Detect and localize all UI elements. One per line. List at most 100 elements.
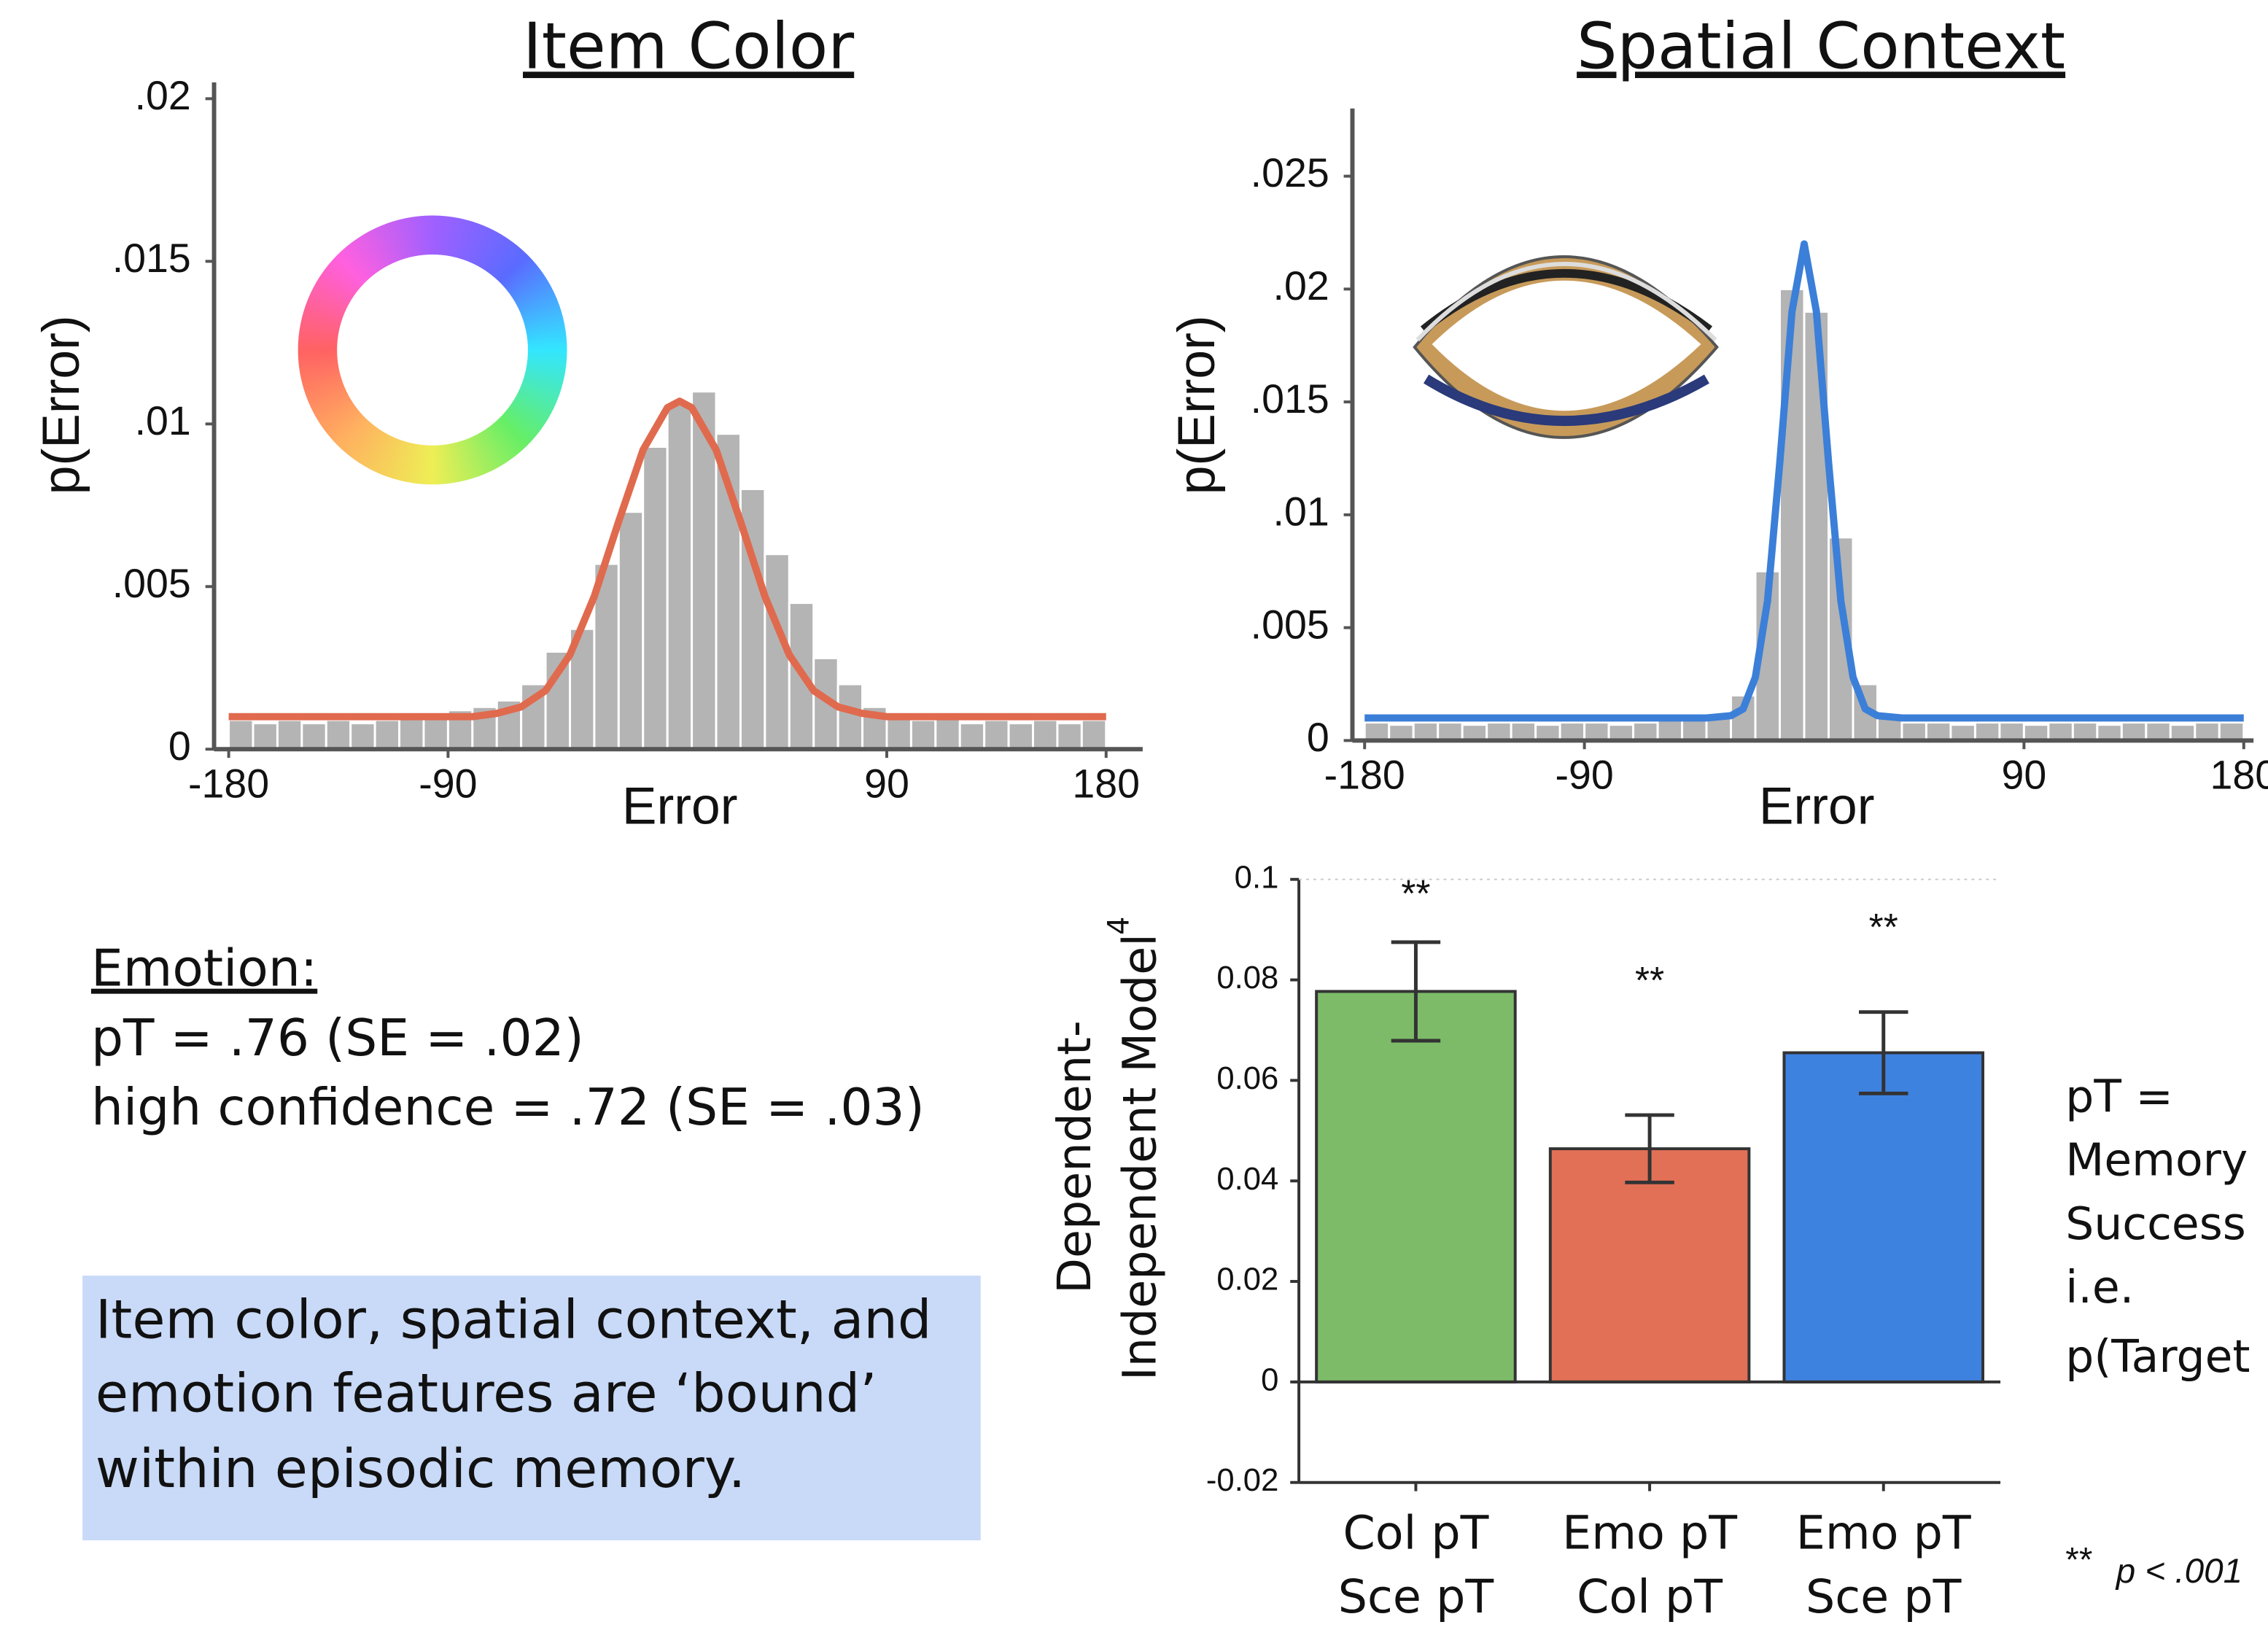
y-tick-label: 0 xyxy=(1261,1362,1278,1397)
histogram-bar xyxy=(1389,725,1413,741)
histogram-bar xyxy=(2170,725,2194,741)
histogram-bar xyxy=(1585,723,1609,741)
histogram-bar xyxy=(960,723,984,750)
y-tick-label: .015 xyxy=(112,236,191,281)
chart-title: Spatial Context xyxy=(1577,9,2065,83)
x-tick-label: Col pT xyxy=(1343,1506,1488,1560)
histogram-bar xyxy=(1081,720,1106,749)
y-tick-label: .005 xyxy=(1251,602,1329,647)
chart-title: Item Color xyxy=(523,9,854,83)
y-axis-label: Independent Model xyxy=(1112,934,1166,1381)
histogram-bar xyxy=(1536,725,1560,741)
y-tick-label: -0.02 xyxy=(1206,1463,1278,1498)
histogram-bar xyxy=(2097,725,2121,741)
y-tick-label: 0.1 xyxy=(1235,860,1279,895)
x-tick-label: -180 xyxy=(1324,753,1405,798)
note-line: pT = xyxy=(2065,1071,2173,1122)
x-axis-label: Error xyxy=(1759,777,1875,835)
histogram-bar xyxy=(400,717,424,750)
histogram-bar xyxy=(1511,723,1535,741)
histogram-bar xyxy=(2024,725,2048,741)
slide: Emotion: pT = .76 (SE = .02) high confid… xyxy=(0,0,2268,1630)
histogram-bar xyxy=(1438,723,1462,741)
x-tick-label: -90 xyxy=(419,761,477,807)
callout-line: Item color, spatial context, and xyxy=(96,1289,932,1351)
callout-line: emotion features are ‘bound’ xyxy=(96,1363,877,1425)
histogram-bar xyxy=(1487,723,1511,741)
note-line: i.e. xyxy=(2065,1262,2134,1313)
histogram-bar xyxy=(2048,723,2073,741)
histogram-bar xyxy=(1609,725,1633,741)
y-axis-label: p(Error) xyxy=(32,315,90,494)
panel-heading: Emotion: xyxy=(91,940,317,998)
x-tick-label: Emo pT xyxy=(1796,1506,1971,1560)
histogram-bar xyxy=(1057,723,1081,750)
histogram-bar xyxy=(2121,723,2145,741)
x-tick-label: 90 xyxy=(2002,753,2047,798)
histogram-bar xyxy=(424,717,448,750)
histogram-bar xyxy=(375,720,399,749)
bar xyxy=(1316,991,1515,1381)
y-tick-label: .02 xyxy=(135,73,191,118)
histogram-bar xyxy=(1413,723,1437,741)
y-axis-label: Dependent- xyxy=(1047,1020,1101,1294)
histogram-bar xyxy=(911,720,935,749)
histogram-bar xyxy=(667,405,691,750)
footnote: p < .001 xyxy=(2115,1552,2242,1591)
histogram-bar xyxy=(985,720,1009,749)
note-line: Success xyxy=(2065,1198,2245,1250)
histogram-bar xyxy=(1877,718,1901,740)
y-tick-label: .01 xyxy=(1273,489,1329,535)
y-tick-label: .005 xyxy=(112,561,191,606)
histogram-bar xyxy=(2073,723,2097,741)
footnote-marker: ** xyxy=(2065,1540,2092,1579)
panel-line: high confidence = .72 (SE = .03) xyxy=(91,1079,925,1137)
histogram-bar xyxy=(1926,723,1950,741)
note-line: p(Target xyxy=(2065,1331,2250,1383)
panorama-image xyxy=(1415,257,1717,438)
histogram-bar xyxy=(1634,723,1658,741)
histogram-bar xyxy=(326,720,350,749)
histogram-bar xyxy=(936,717,960,750)
y-tick-label: .015 xyxy=(1251,376,1329,422)
significance-marker: ** xyxy=(1635,959,1664,1001)
x-tick-label: Col pT xyxy=(1577,1569,1723,1623)
y-tick-label: 0.06 xyxy=(1216,1061,1278,1096)
x-axis-label: Error xyxy=(622,777,738,835)
significance-marker: ** xyxy=(1869,906,1898,948)
callout-line: within episodic memory. xyxy=(96,1438,745,1500)
x-tick-label: Emo pT xyxy=(1562,1506,1737,1560)
panel-line: pT = .76 (SE = .02) xyxy=(91,1009,584,1068)
x-tick-label: -180 xyxy=(188,761,269,807)
x-tick-label: Sce pT xyxy=(1338,1569,1494,1623)
histogram-bar xyxy=(302,723,326,750)
histogram-bar xyxy=(2146,723,2170,741)
histogram-bar xyxy=(887,717,911,750)
x-tick-label: Sce pT xyxy=(1806,1569,1962,1623)
histogram-bar xyxy=(1462,725,1486,741)
x-tick-label: -90 xyxy=(1555,753,1613,798)
histogram-bar xyxy=(253,723,277,750)
x-tick-label: 180 xyxy=(1072,761,1140,807)
histogram-bar xyxy=(1560,723,1584,741)
histogram-bar xyxy=(643,447,667,750)
histogram-bar xyxy=(351,723,375,750)
y-tick-label: 0.04 xyxy=(1216,1162,1278,1197)
histogram-bar xyxy=(277,720,301,749)
y-tick-label: 0.08 xyxy=(1216,960,1278,996)
histogram-bar xyxy=(1780,289,1804,740)
histogram-bar xyxy=(1364,723,1389,741)
x-tick-label: 90 xyxy=(864,761,909,807)
y-tick-label: .025 xyxy=(1251,150,1329,195)
x-tick-label: 180 xyxy=(2210,753,2268,798)
histogram-bar xyxy=(618,512,642,750)
y-tick-label: 0.02 xyxy=(1216,1262,1278,1297)
histogram-bar xyxy=(1951,725,1975,741)
bar xyxy=(1784,1053,1983,1382)
histogram-bar xyxy=(1009,723,1033,750)
histogram-bar xyxy=(1033,720,1057,749)
y-axis-label: p(Error) xyxy=(1168,315,1226,494)
histogram-bar xyxy=(1975,723,1999,741)
histogram-bar xyxy=(1902,723,1926,741)
significance-marker: ** xyxy=(1401,872,1430,915)
